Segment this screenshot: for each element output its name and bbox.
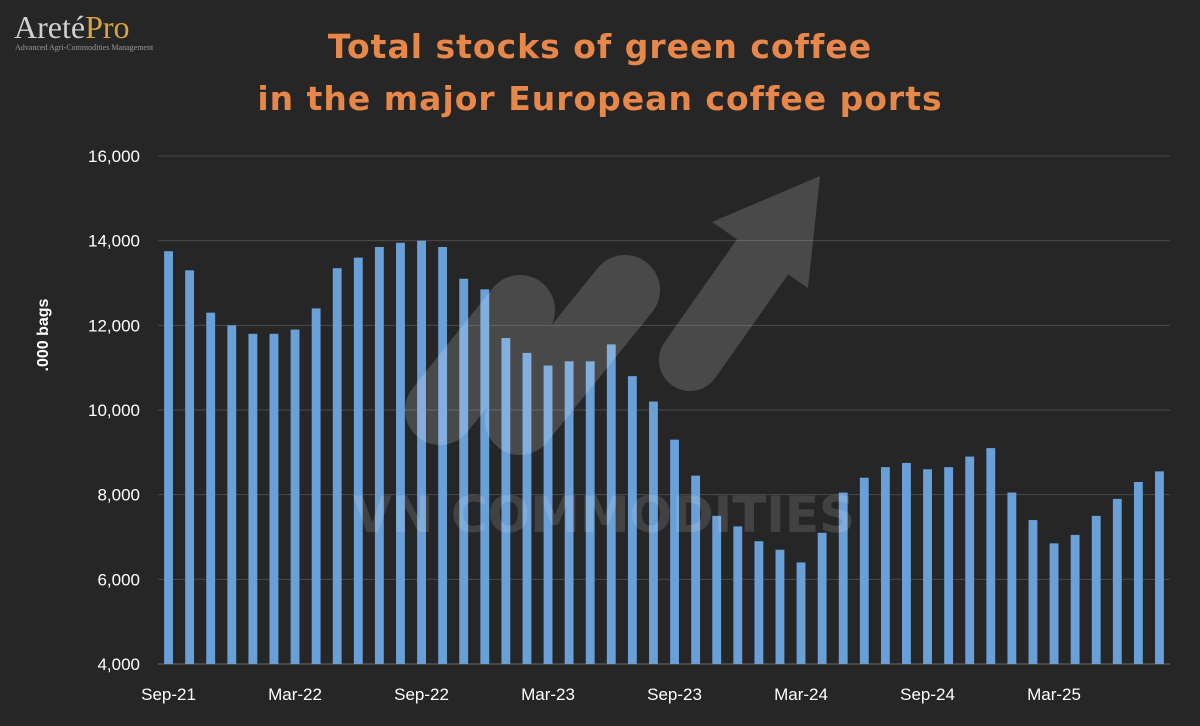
x-tick-label: Mar-23 — [521, 685, 575, 704]
bar — [838, 492, 848, 664]
bar — [691, 475, 701, 664]
bar — [227, 325, 237, 664]
bar — [269, 333, 279, 664]
logo-brand-pro: Pro — [85, 9, 129, 45]
logo-brand: AretéPro — [14, 9, 130, 45]
bar — [796, 562, 806, 664]
bar — [396, 242, 405, 665]
bar — [1049, 543, 1059, 664]
x-axis-ticks: Sep-21 Mar-22 Sep-22 Mar-23 Sep-23 Mar-24 Sep-… — [141, 685, 1081, 704]
bar — [670, 439, 679, 664]
bar — [965, 456, 975, 664]
bar — [164, 251, 173, 664]
bar — [606, 344, 616, 664]
bar — [944, 467, 954, 664]
watermark-text: VN COMMODITIES — [353, 486, 855, 544]
y-tick-label: 12,000 — [88, 316, 140, 335]
bar — [501, 338, 511, 664]
bar — [1091, 515, 1101, 664]
chart-title-line-1: Total stocks of green coffee — [328, 27, 872, 66]
bar — [923, 469, 932, 664]
x-tick-label: Sep-24 — [900, 685, 955, 704]
bar — [733, 526, 743, 664]
chart-title: Total stocks of green coffee in the majo… — [257, 27, 942, 118]
logo-tagline: Advanced Agri-Commodities Management — [15, 43, 154, 52]
y-tick-label: 4,000 — [97, 655, 140, 674]
y-axis-ticks: 4,000 6,000 8,000 10,000 12,000 14,000 16,000 — [88, 147, 140, 674]
logo-brand-main: Areté — [14, 9, 85, 45]
bars — [164, 240, 1164, 665]
bar — [712, 515, 722, 664]
bar — [248, 333, 258, 664]
bar — [459, 278, 469, 664]
bar — [1112, 498, 1122, 664]
x-tick-label: Sep-22 — [394, 685, 449, 704]
bar — [1155, 471, 1164, 664]
bar — [1007, 492, 1017, 664]
gridlines — [158, 155, 1170, 665]
y-tick-label: 16,000 — [88, 147, 140, 166]
x-tick-label: Mar-24 — [774, 685, 828, 704]
x-tick-label: Sep-21 — [141, 685, 196, 704]
bar — [417, 240, 426, 664]
bar — [438, 247, 448, 664]
bar — [1133, 481, 1143, 664]
y-tick-label: 14,000 — [88, 232, 140, 251]
bar — [649, 401, 658, 664]
bar — [902, 462, 911, 664]
bar — [290, 329, 300, 664]
bar — [754, 541, 764, 664]
watermark-logo-icon — [405, 176, 820, 455]
bar — [859, 477, 869, 664]
bar — [627, 376, 637, 664]
x-tick-label: Mar-22 — [268, 685, 322, 704]
watermark: VN COMMODITIES — [353, 176, 855, 544]
bar — [585, 361, 595, 664]
bar — [185, 270, 195, 664]
bar — [986, 448, 996, 664]
bar — [564, 361, 574, 664]
y-tick-label: 6,000 — [97, 570, 140, 589]
y-tick-label: 8,000 — [97, 486, 140, 505]
bar — [332, 268, 342, 664]
bar — [775, 549, 785, 664]
bar — [522, 352, 532, 664]
bar — [817, 532, 827, 664]
chart-title-line-2: in the major European coffee ports — [257, 79, 942, 118]
x-tick-label: Sep-23 — [647, 685, 702, 704]
bar — [311, 308, 321, 664]
y-tick-label: 10,000 — [88, 401, 140, 420]
y-axis-label: .000 bags — [35, 298, 52, 371]
bar — [1028, 520, 1038, 664]
bar — [1070, 534, 1080, 664]
bar — [206, 312, 216, 664]
bar — [480, 289, 490, 664]
x-tick-label: Mar-25 — [1027, 685, 1081, 704]
bar — [880, 467, 890, 664]
bar — [353, 257, 363, 664]
bar — [543, 365, 553, 664]
bar — [374, 247, 384, 664]
logo: AretéPro Advanced Agri-Commodities Manag… — [14, 9, 154, 52]
